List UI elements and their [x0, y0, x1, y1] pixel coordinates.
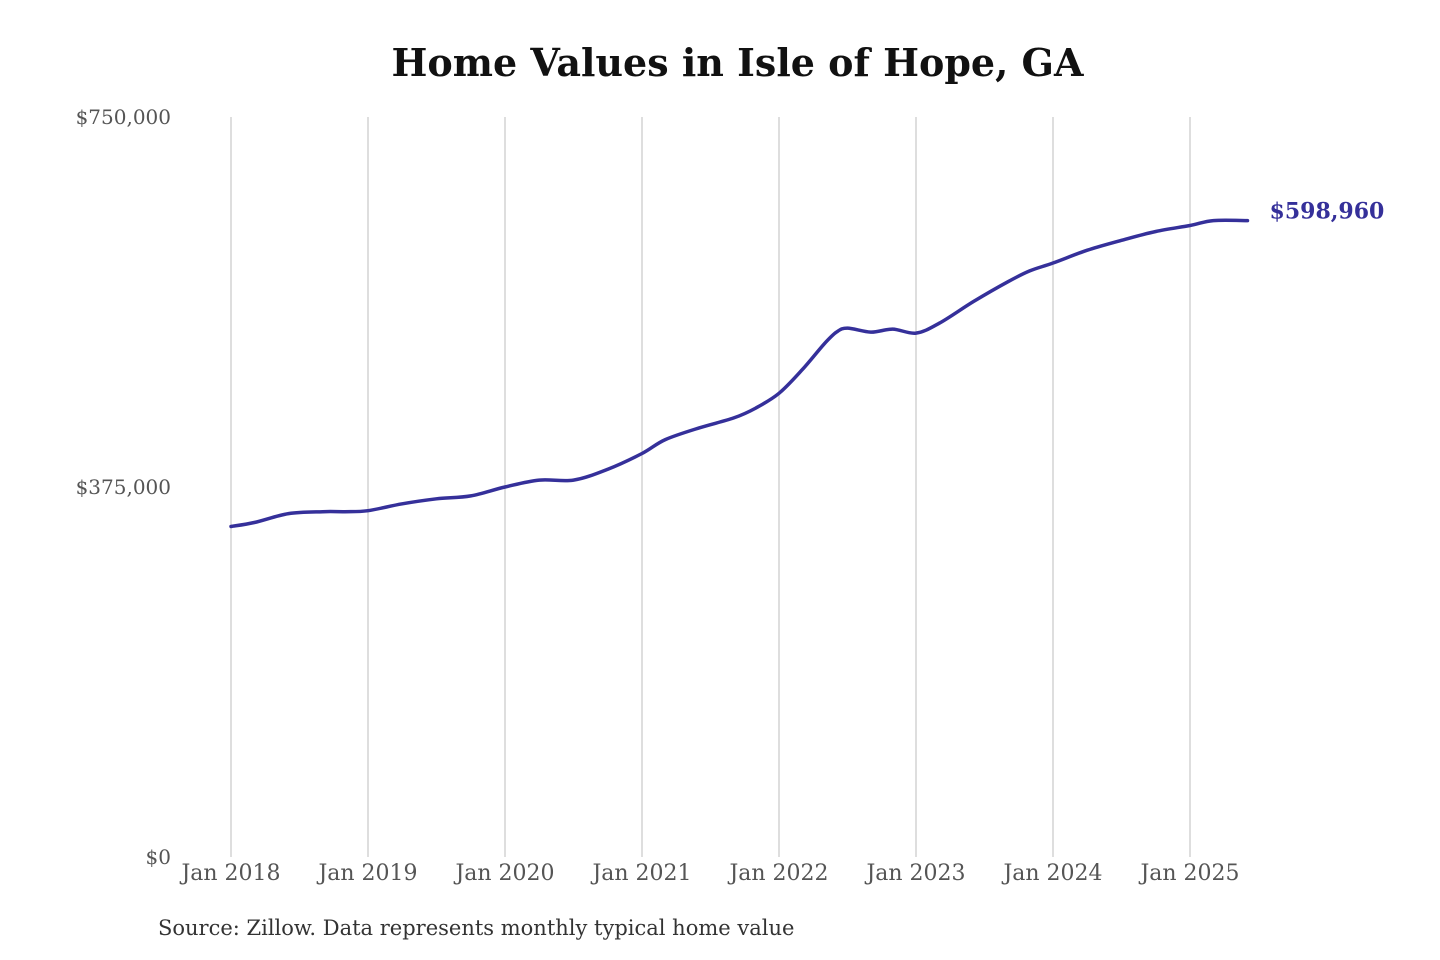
series-layer: $598,960	[229, 199, 1385, 529]
end-value-label: $598,960	[1270, 199, 1385, 225]
y-tick-label: $0	[146, 845, 171, 869]
x-tick-label: Jan 2023	[864, 861, 965, 886]
x-tick-label: Jan 2024	[1001, 861, 1102, 886]
y-tick-label: $375,000	[76, 475, 171, 499]
y-axis-labels: $0 $375,000 $750,000	[76, 105, 171, 869]
x-tick-label: Jan 2025	[1138, 861, 1239, 886]
y-tick-label: $750,000	[76, 105, 171, 129]
x-tick-label: Jan 2020	[453, 861, 554, 886]
chart-title: Home Values in Isle of Hope, GA	[391, 40, 1084, 85]
source-note: Source: Zillow. Data represents monthly …	[158, 916, 795, 940]
x-tick-label: Jan 2019	[316, 861, 417, 886]
grid-lines	[230, 117, 1191, 857]
x-axis-labels: Jan 2018 Jan 2019 Jan 2020 Jan 2021 Jan 2022…	[179, 861, 1239, 886]
x-tick-label: Jan 2021	[590, 861, 691, 886]
series-line-0	[229, 218, 1250, 529]
x-tick-label: Jan 2022	[727, 861, 828, 886]
x-tick-label: Jan 2018	[179, 861, 280, 886]
